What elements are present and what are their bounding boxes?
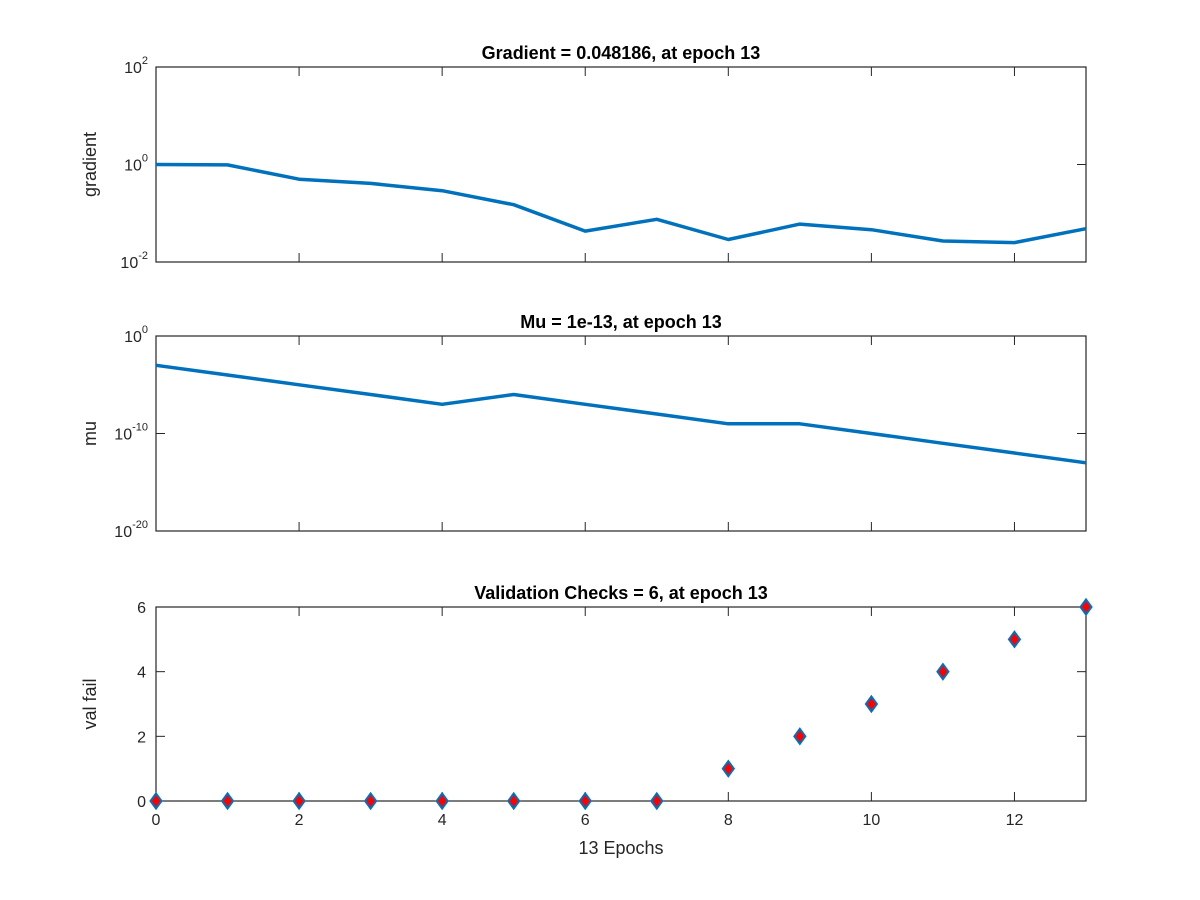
- validation-checks-plot: 0 2 4 6 8 10 12 0 2 4 6 Validation Checks = 6, at e…: [80, 583, 1093, 858]
- plot-title: Mu = 1e-13, at epoch 13: [520, 312, 722, 332]
- val-fail-point: [578, 791, 592, 811]
- axes-frame: [155, 335, 1087, 532]
- y-tick-label: 100: [124, 153, 148, 175]
- y-tick-label: 0: [137, 794, 146, 811]
- x-tick-label: 6: [581, 812, 590, 829]
- x-tick-label: 10: [862, 812, 880, 829]
- y-tick-label: 102: [124, 55, 148, 77]
- y-tick-label: 2: [137, 729, 146, 746]
- y-tick-label: 100: [124, 324, 148, 346]
- axes-frame: [155, 606, 1087, 802]
- y-axis-label: mu: [80, 421, 100, 446]
- val-fail-point: [721, 759, 736, 778]
- val-fail-point: [1007, 630, 1022, 649]
- x-tick-label: 12: [1006, 812, 1024, 829]
- x-tick-label: 8: [724, 812, 733, 829]
- val-fail-point: [864, 694, 879, 714]
- val-fail-point: [650, 791, 664, 811]
- gradient-line: [155, 162, 1087, 245]
- mu-plot: 10-20 10-10 100 Mu = 1e-13, at epoch 13 mu: [80, 312, 1087, 541]
- mu-line: [155, 363, 1087, 465]
- val-fail-point: [220, 791, 235, 811]
- x-tick-label: 2: [295, 812, 304, 829]
- y-tick-label: 6: [137, 600, 146, 617]
- gradient-plot: 10-2 100 102 Gradient = 0.048186, at epoch …: [80, 43, 1087, 272]
- axes-frame: [155, 66, 1087, 263]
- val-fail-point: [292, 791, 306, 811]
- val-fail-point: [149, 791, 163, 811]
- y-tick-label: 10-2: [120, 250, 148, 272]
- val-fail-point: [435, 791, 449, 811]
- x-tick-label: 0: [152, 812, 161, 829]
- y-axis-label: gradient: [80, 132, 100, 197]
- y-tick-label: 4: [137, 665, 146, 682]
- val-fail-point: [506, 791, 521, 811]
- plot-title: Validation Checks = 6, at epoch 13: [474, 583, 768, 603]
- x-axis-label: 13 Epochs: [578, 838, 663, 858]
- val-fail-point: [1079, 597, 1093, 617]
- y-axis-label: val fail: [80, 678, 100, 729]
- x-tick-label: 4: [438, 812, 447, 829]
- val-fail-point: [793, 727, 807, 746]
- val-fail-point: [363, 791, 378, 811]
- plot-title: Gradient = 0.048186, at epoch 13: [482, 43, 761, 63]
- y-tick-label: 10-20: [114, 519, 148, 541]
- y-tick-label: 10-10: [114, 422, 148, 444]
- val-fail-point: [936, 662, 950, 681]
